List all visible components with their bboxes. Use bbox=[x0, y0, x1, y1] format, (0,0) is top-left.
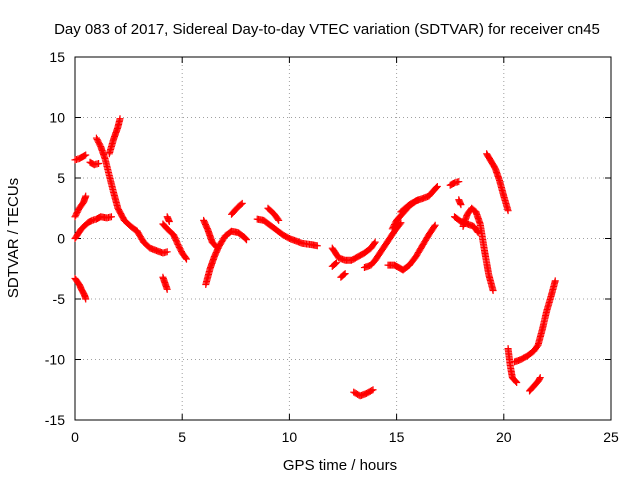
y-tick-label: 5 bbox=[57, 170, 65, 186]
data-point bbox=[551, 277, 559, 285]
data-point bbox=[430, 222, 438, 230]
data-point bbox=[369, 386, 377, 394]
y-axis-label: SDTVAR / TECUs bbox=[5, 178, 22, 298]
data-point bbox=[536, 374, 544, 382]
data-point bbox=[95, 159, 103, 167]
y-tick-label: 10 bbox=[49, 110, 65, 126]
x-axis-label: GPS time / hours bbox=[283, 457, 397, 474]
data-point bbox=[242, 235, 250, 243]
data-point bbox=[414, 196, 422, 204]
data-point bbox=[333, 259, 341, 267]
data-point bbox=[274, 215, 282, 223]
x-tick-label: 10 bbox=[282, 429, 298, 445]
data-point bbox=[368, 386, 376, 394]
data-point bbox=[455, 178, 463, 186]
data-point bbox=[107, 213, 115, 221]
data-point bbox=[82, 192, 90, 200]
data-point bbox=[237, 200, 245, 208]
data-point bbox=[82, 295, 90, 303]
data-point bbox=[241, 234, 249, 242]
data-point bbox=[371, 238, 379, 246]
data-point bbox=[182, 254, 190, 262]
data-point bbox=[163, 285, 171, 293]
data-point bbox=[82, 151, 90, 159]
data-point bbox=[275, 216, 283, 224]
data-point bbox=[331, 260, 339, 268]
y-tick-label: -10 bbox=[45, 352, 65, 368]
data-series bbox=[71, 115, 559, 400]
data-point bbox=[116, 115, 124, 123]
data-point bbox=[489, 287, 497, 295]
x-tick-label: 5 bbox=[178, 429, 186, 445]
data-point bbox=[370, 239, 378, 247]
data-point bbox=[433, 182, 441, 190]
data-point bbox=[413, 196, 421, 204]
y-tick-label: 0 bbox=[57, 231, 65, 247]
x-axis: 0 5 10 15 20 25 bbox=[71, 57, 619, 445]
y-axis: -15 -10 -5 0 5 10 15 bbox=[45, 49, 611, 428]
chart-title: Day 083 of 2017, Sidereal Day-to-day VTE… bbox=[54, 21, 600, 38]
x-tick-label: 20 bbox=[496, 429, 512, 445]
data-point bbox=[431, 221, 439, 229]
data-point bbox=[340, 270, 348, 278]
data-point bbox=[457, 201, 465, 209]
x-tick-label: 0 bbox=[71, 429, 79, 445]
data-point bbox=[512, 378, 520, 386]
data-point bbox=[81, 152, 89, 160]
data-point bbox=[536, 375, 544, 383]
data-point bbox=[396, 220, 404, 228]
data-point bbox=[513, 378, 521, 386]
data-point bbox=[165, 218, 173, 226]
data-point bbox=[163, 248, 171, 256]
data-point bbox=[243, 236, 251, 244]
data-point bbox=[341, 270, 349, 278]
y-tick-label: 15 bbox=[49, 49, 65, 65]
data-point bbox=[504, 207, 512, 215]
grid-lines bbox=[75, 57, 611, 420]
data-point bbox=[238, 199, 246, 207]
data-point bbox=[313, 242, 321, 250]
x-tick-label: 25 bbox=[603, 429, 619, 445]
data-point bbox=[182, 255, 190, 263]
y-tick-label: -15 bbox=[45, 412, 65, 428]
data-point bbox=[432, 183, 440, 191]
y-tick-label: -5 bbox=[53, 291, 66, 307]
x-tick-label: 15 bbox=[389, 429, 405, 445]
